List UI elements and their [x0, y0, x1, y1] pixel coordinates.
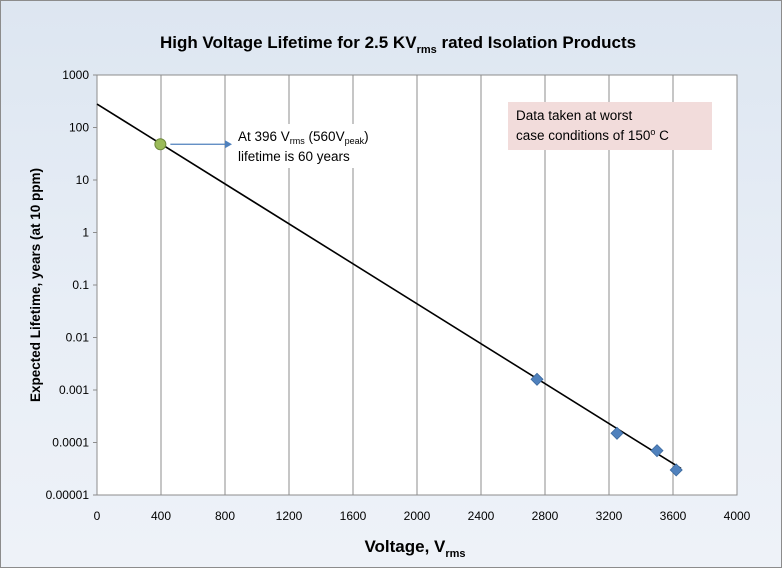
data-point-diamond — [669, 463, 683, 477]
trendline — [96, 103, 682, 470]
conditions-annotation-line1: Data taken at worst — [516, 108, 633, 123]
y-axis-label: Expected Lifetime, years (at 10 ppm) — [28, 168, 43, 402]
x-tick-label: 1200 — [276, 509, 303, 523]
point-annotation-line2: lifetime is 60 years — [238, 149, 350, 164]
y-axis-ticks: 1000 100 10 1 0.1 0.01 0.001 0.0001 0.00001 — [46, 68, 97, 502]
data-point-highlight — [154, 138, 167, 151]
y-tick-label: 0.01 — [66, 331, 90, 345]
callout-arrowhead — [225, 140, 232, 149]
chart-title: High Voltage Lifetime for 2.5 KVrms rate… — [160, 33, 636, 56]
data-point-diamond — [610, 426, 624, 440]
x-tick-label: 2800 — [532, 509, 559, 523]
data-point-diamond — [530, 372, 544, 386]
x-tick-label: 400 — [151, 509, 171, 523]
point-annotation-box — [234, 124, 394, 168]
x-tick-label: 800 — [215, 509, 235, 523]
y-tick-label: 0.001 — [59, 383, 89, 397]
conditions-annotation-line2: case conditions of 150o C — [516, 127, 669, 143]
data-point-diamond — [650, 444, 664, 458]
conditions-annotation-box — [508, 102, 712, 150]
y-tick-label: 0.00001 — [46, 488, 90, 502]
x-tick-label: 4000 — [724, 509, 751, 523]
x-tick-label: 2000 — [404, 509, 431, 523]
data-points — [154, 138, 683, 477]
y-tick-label: 100 — [69, 121, 89, 135]
trendline-layer — [96, 103, 682, 470]
y-tick-label: 0.0001 — [52, 436, 89, 450]
chart-title-subscript: rms — [417, 44, 437, 56]
x-tick-label: 3200 — [596, 509, 623, 523]
y-tick-label: 1 — [82, 226, 89, 240]
point-annotation-line1: At 396 Vrms (560Vpeak) — [238, 129, 369, 146]
x-axis-ticks: 0 400 800 1200 1600 2000 2400 2800 3200 3600 4000 — [94, 509, 751, 523]
chart-title-main: High Voltage Lifetime for 2.5 KV — [160, 33, 417, 52]
x-tick-label: 2400 — [468, 509, 495, 523]
y-tick-label: 10 — [76, 173, 90, 187]
x-tick-label: 1600 — [340, 509, 367, 523]
y-tick-label: 1000 — [62, 68, 89, 82]
y-tick-label: 0.1 — [72, 278, 89, 292]
x-tick-label: 3600 — [660, 509, 687, 523]
chart-title-tail: rated Isolation Products — [437, 33, 636, 52]
x-tick-label: 0 — [94, 509, 101, 523]
x-axis-label: Voltage, Vrms — [364, 537, 465, 560]
